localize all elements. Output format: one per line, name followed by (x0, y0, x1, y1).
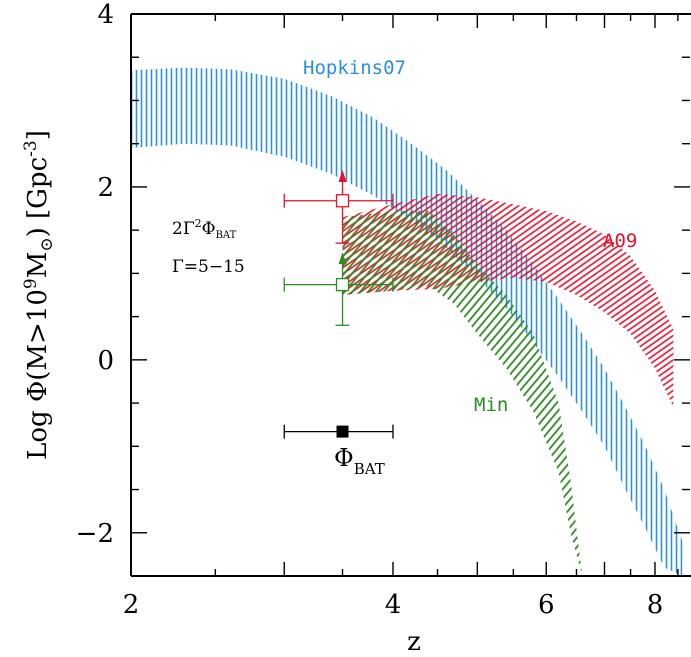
y-tick-label: 2 (97, 173, 114, 203)
x-axis-title: z (407, 627, 421, 657)
upper-limit-arrow (338, 252, 347, 265)
label-a09: A09 (603, 230, 637, 252)
formula-sup: 2 (195, 217, 202, 230)
y-title-prefix: Log Φ(M>10 (23, 289, 53, 460)
marker (335, 277, 350, 292)
band-min (342, 211, 583, 576)
y-title-exp: 9 (21, 278, 41, 289)
band-hopkins07 (131, 67, 683, 576)
y-tick-label: −2 (76, 519, 114, 549)
phi-bat-sub: BAT (354, 460, 385, 478)
y-title-end: ] (23, 130, 53, 140)
formula-coef: 2Γ (172, 219, 195, 239)
y-title-suffix: ) [Gpc (23, 157, 53, 238)
formula-sub: BAT (216, 230, 237, 241)
phi-bat-symbol: Φ (334, 444, 354, 472)
x-tick-label: 2 (123, 590, 140, 620)
label-min: Min (474, 394, 508, 416)
y-title-exp2: -3 (21, 140, 41, 157)
point-phi_bat (283, 424, 394, 439)
marker (335, 194, 350, 208)
marker (336, 425, 349, 438)
formula-phi: Φ (202, 219, 216, 239)
y-title-sub: ⊙ (37, 237, 57, 251)
point-green-point (283, 252, 394, 326)
point-red-point (283, 169, 394, 244)
x-tick-label: 6 (538, 590, 555, 620)
y-title-mid: M (23, 252, 53, 279)
y-tick-label: 0 (97, 346, 114, 376)
upper-limit-arrow (338, 169, 347, 182)
gamma-label: Γ=5−15 (172, 257, 245, 277)
formula-label: 2Γ2ΦBAT (172, 217, 237, 241)
y-tick-label: 4 (97, 0, 114, 30)
label-hopkins07: Hopkins07 (303, 57, 406, 79)
phi-bat-label: ΦBAT (334, 444, 385, 478)
x-tick-label: 8 (647, 590, 664, 620)
y-axis-title: Log Φ(M>109M⊙) [Gpc-3] (21, 130, 57, 460)
x-tick-label: 4 (385, 590, 402, 620)
